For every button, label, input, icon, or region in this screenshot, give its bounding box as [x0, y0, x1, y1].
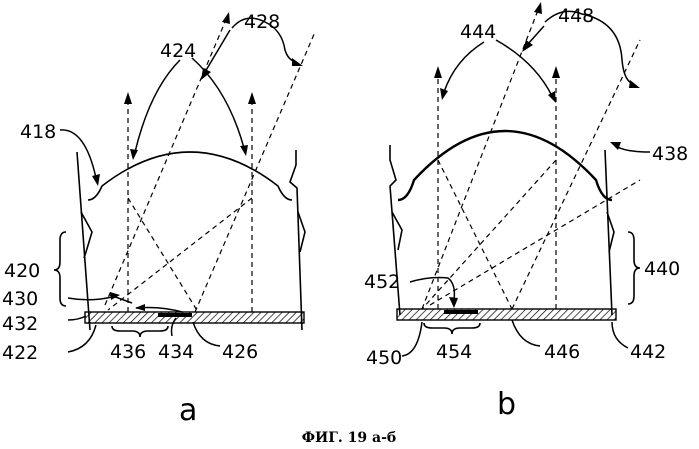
- arrowhead-vl-a: [124, 92, 132, 104]
- arrowhead-vr-b: [552, 66, 560, 78]
- brace-440: [628, 232, 640, 304]
- leader-430: [68, 297, 112, 300]
- brace-436: [112, 326, 168, 337]
- lens-dome-a: [88, 152, 292, 200]
- arrowhead-444-right: [548, 91, 556, 103]
- label-446: 446: [544, 341, 580, 363]
- chip-a: [158, 313, 192, 317]
- label-438: 438: [652, 143, 688, 165]
- leader-442: [612, 322, 628, 348]
- leader-438: [616, 146, 650, 152]
- panel-a: 418 424 428 420 430 432 422 436 434 426 …: [2, 11, 315, 428]
- brace-454: [424, 323, 480, 334]
- arrowhead-chip-a: [135, 304, 145, 311]
- label-450: 450: [366, 347, 402, 369]
- ray-cross-3-a: [128, 198, 198, 312]
- brace-420: [54, 232, 66, 306]
- arrowhead-424-left: [130, 149, 138, 160]
- label-426: 426: [222, 341, 258, 363]
- arrowhead-cross-1-a: [222, 12, 230, 24]
- label-420: 420: [4, 260, 40, 282]
- arrowhead-448: [629, 80, 640, 88]
- substrate-b: [397, 309, 616, 320]
- ray-cross-4-a: [108, 198, 252, 310]
- arrowhead-438: [610, 142, 621, 150]
- leader-430-tri: [110, 295, 132, 303]
- arrowhead-444-left: [440, 88, 448, 100]
- arrowhead-452: [449, 297, 458, 308]
- arrowhead-vl-b: [434, 66, 442, 78]
- leader-450: [402, 322, 422, 356]
- arrowhead-418: [92, 174, 100, 186]
- arrowhead-424-right: [240, 145, 248, 156]
- sublabel-b: b: [497, 387, 516, 422]
- substrate-a: [85, 312, 304, 323]
- leader-426: [193, 322, 220, 346]
- panel-b: 444 448 438 440 452 450 454 446 442 b: [364, 2, 688, 422]
- label-428: 428: [244, 11, 280, 33]
- label-436: 436: [110, 341, 146, 363]
- figure-caption: ФИГ. 19 а-б: [302, 430, 397, 446]
- label-454: 454: [436, 341, 472, 363]
- sublabel-a: a: [179, 393, 197, 428]
- label-434: 434: [158, 341, 194, 363]
- right-wall-a: [290, 150, 302, 330]
- label-452: 452: [364, 271, 400, 293]
- leader-446: [512, 320, 540, 346]
- leader-424-right: [192, 58, 244, 148]
- chip-b: [444, 310, 478, 314]
- label-444: 444: [460, 21, 496, 43]
- label-448: 448: [558, 5, 594, 27]
- leader-424-left: [135, 60, 180, 152]
- label-442: 442: [630, 341, 666, 363]
- label-424: 424: [160, 40, 196, 62]
- arrowhead-vr-a: [248, 92, 256, 104]
- ray-cross-4-b: [422, 160, 556, 309]
- label-418: 418: [20, 121, 56, 143]
- leader-432: [68, 316, 86, 320]
- label-422: 422: [2, 342, 38, 364]
- ray-cross-2-a: [195, 32, 315, 312]
- arrowhead-428-b: [201, 68, 211, 80]
- leader-422: [68, 325, 96, 352]
- label-432: 432: [2, 313, 38, 335]
- label-440: 440: [644, 258, 680, 280]
- arrowhead-cross-1-b: [534, 2, 542, 14]
- right-wall-b: [605, 150, 612, 315]
- ray-cross-3-b: [438, 160, 512, 309]
- leader-428-b: [205, 30, 230, 72]
- leader-444-left: [444, 42, 484, 92]
- left-wall-a: [77, 152, 90, 330]
- arrowhead-428: [292, 58, 303, 66]
- ray-cross-2-b: [512, 40, 640, 309]
- label-430: 430: [2, 288, 38, 310]
- lens-dome-b: [398, 131, 612, 200]
